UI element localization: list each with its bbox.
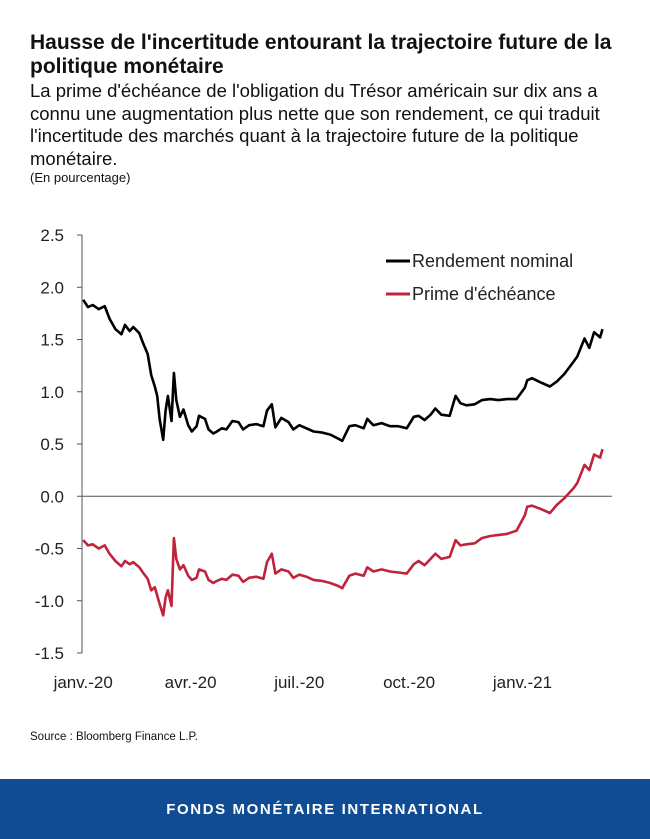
chart-series — [82, 299, 604, 617]
chart-subtitle: La prime d'échéance de l'obligation du T… — [30, 80, 600, 169]
y-tick-label: 0.5 — [40, 435, 64, 454]
y-tick-label: -1.0 — [35, 592, 64, 611]
line-chart: 2.5 2.0 1.5 1.0 0.5 0.0 -0.5 -1.0 -1.5 janv.-20 av… — [35, 226, 612, 692]
series-line-nominal-yield — [82, 299, 604, 443]
unit-label: (En pourcentage) — [30, 170, 131, 185]
y-tick-label: -1.5 — [35, 644, 64, 663]
y-tick-label: 2.5 — [40, 226, 64, 245]
x-tick-label: janv.-20 — [53, 673, 113, 692]
x-tick-label: oct.-20 — [383, 673, 435, 692]
footer-label: FONDS MONÉTAIRE INTERNATIONAL — [166, 800, 484, 818]
source-note: Source : Bloomberg Finance L.P. — [30, 731, 198, 743]
legend-label: Rendement nominal — [412, 251, 573, 271]
imf-footer-banner: FONDS MONÉTAIRE INTERNATIONAL — [0, 779, 650, 839]
chart-title: Hausse de l'incertitude entourant la tra… — [30, 31, 612, 78]
chart-axes: 2.5 2.0 1.5 1.0 0.5 0.0 -0.5 -1.0 -1.5 janv.-20 av… — [35, 226, 612, 692]
x-tick-label: janv.-21 — [492, 673, 552, 692]
x-tick-label: avr.-20 — [165, 673, 217, 692]
chart-legend: Rendement nominal Prime d'échéance — [386, 251, 573, 304]
y-tick-label: 1.0 — [40, 383, 64, 402]
y-tick-label: 1.5 — [40, 331, 64, 350]
y-tick-label: 0.0 — [40, 487, 64, 506]
y-tick-label: 2.0 — [40, 278, 64, 297]
legend-label: Prime d'échéance — [412, 284, 556, 304]
series-line-term-premium — [82, 448, 604, 617]
x-tick-label: juil.-20 — [273, 673, 324, 692]
y-tick-label: -0.5 — [35, 540, 64, 559]
